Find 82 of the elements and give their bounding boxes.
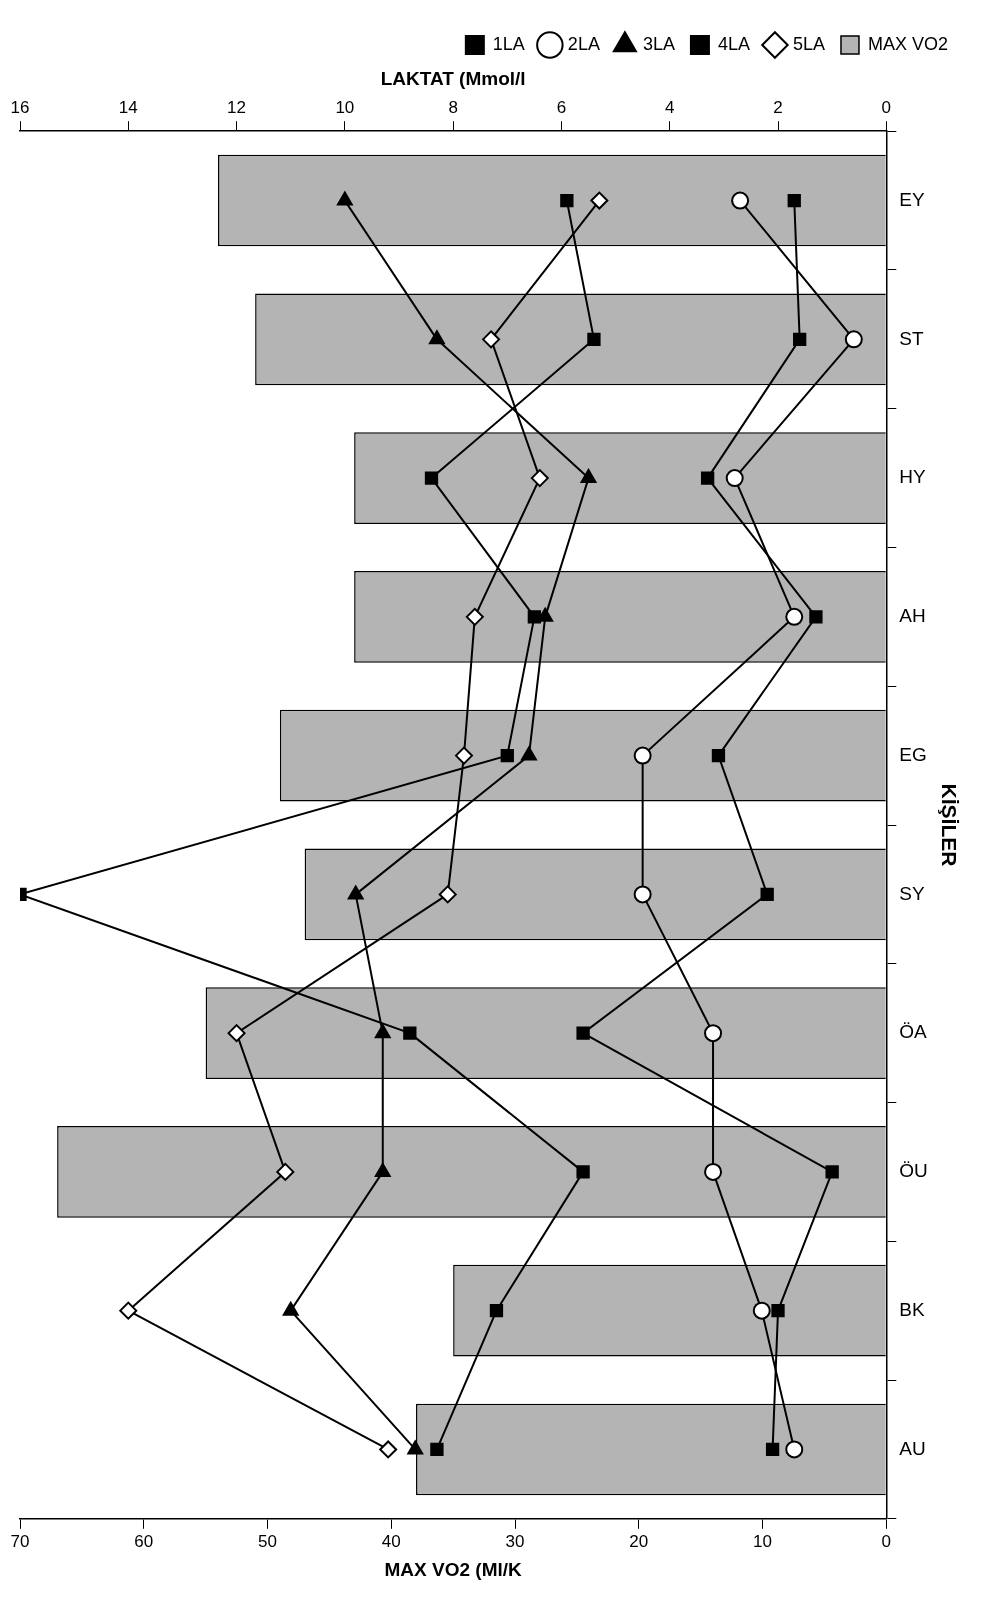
- point: [760, 887, 774, 902]
- point: [530, 469, 549, 488]
- x2-tick-label: 8: [448, 97, 458, 117]
- point: [844, 330, 863, 349]
- point: [587, 332, 601, 346]
- x-tick-label: 40: [381, 1531, 401, 1551]
- x-tick-label: 0: [881, 1531, 892, 1551]
- point: [633, 885, 652, 904]
- point: [438, 885, 457, 904]
- point: [704, 1024, 723, 1043]
- y-tick-label: SY: [899, 882, 925, 904]
- point: [752, 1301, 771, 1320]
- point: [725, 469, 744, 488]
- legend-label: 4LA: [717, 33, 750, 54]
- point: [424, 471, 439, 485]
- point: [576, 1026, 590, 1040]
- x2-axis-title: LAKTAT (Mmol/l: [380, 67, 526, 89]
- point: [454, 746, 473, 765]
- x-tick-label: 20: [629, 1531, 649, 1551]
- point: [700, 471, 715, 485]
- y-tick-label: AH: [899, 605, 926, 627]
- point: [347, 885, 364, 900]
- x-tick-label: 30: [505, 1531, 525, 1551]
- point: [711, 748, 726, 763]
- y-tick-label: HY: [899, 466, 927, 488]
- point: [428, 330, 445, 345]
- x2-tick-label: 16: [10, 97, 30, 117]
- point: [793, 332, 807, 346]
- point: [787, 193, 801, 208]
- y-axis-title: KİŞİLER: [937, 783, 961, 867]
- point: [336, 191, 353, 206]
- legend-label: 2LA: [567, 33, 600, 54]
- point: [771, 1304, 785, 1318]
- y-tick-label: AU: [899, 1437, 926, 1459]
- x-tick-label: 50: [258, 1531, 277, 1551]
- y-tick-label: ST: [899, 327, 924, 349]
- point: [521, 746, 537, 761]
- x-tick-label: 10: [753, 1531, 772, 1551]
- point: [227, 1024, 246, 1043]
- point: [282, 1301, 299, 1316]
- y-tick-label: ÖA: [899, 1021, 928, 1043]
- x2-tick-label: 6: [556, 97, 567, 117]
- point: [407, 1440, 424, 1455]
- x-axis-title: MAX VO2 (Ml/K: [384, 1558, 523, 1580]
- point: [809, 610, 823, 624]
- point: [731, 191, 750, 210]
- y-tick-label: ÖU: [899, 1160, 928, 1182]
- point: [527, 610, 542, 624]
- legend-label: MAX VO2: [867, 33, 949, 54]
- point: [785, 607, 804, 626]
- point: [465, 607, 484, 626]
- point: [825, 1165, 839, 1179]
- point: [403, 1026, 417, 1040]
- point: [590, 191, 609, 210]
- legend-label: 3LA: [642, 33, 675, 54]
- y-tick-label: BK: [899, 1298, 925, 1320]
- x2-tick-label: 10: [335, 97, 355, 117]
- point: [276, 1162, 295, 1181]
- x-tick-label: 60: [134, 1531, 154, 1551]
- point: [374, 1024, 391, 1039]
- x2-tick-label: 4: [664, 97, 675, 117]
- legend-label: 5LA: [792, 33, 825, 54]
- point: [633, 746, 652, 765]
- point: [119, 1301, 138, 1320]
- point: [430, 1442, 444, 1457]
- x-tick-label: 70: [10, 1531, 30, 1551]
- x2-tick-label: 12: [227, 97, 247, 117]
- point: [580, 469, 597, 484]
- point: [576, 1165, 590, 1179]
- x2-tick-label: 0: [881, 97, 892, 117]
- point: [765, 1442, 780, 1457]
- point: [500, 748, 514, 763]
- y-tick-label: EY: [899, 188, 925, 210]
- point: [560, 193, 574, 208]
- point: [482, 330, 501, 349]
- point: [704, 1162, 723, 1181]
- point: [785, 1440, 804, 1459]
- y-tick-label: EG: [899, 743, 927, 765]
- point: [489, 1304, 504, 1318]
- x2-tick-label: 14: [118, 97, 138, 117]
- legend-label: 1LA: [492, 33, 525, 54]
- x2-tick-label: 2: [773, 97, 783, 117]
